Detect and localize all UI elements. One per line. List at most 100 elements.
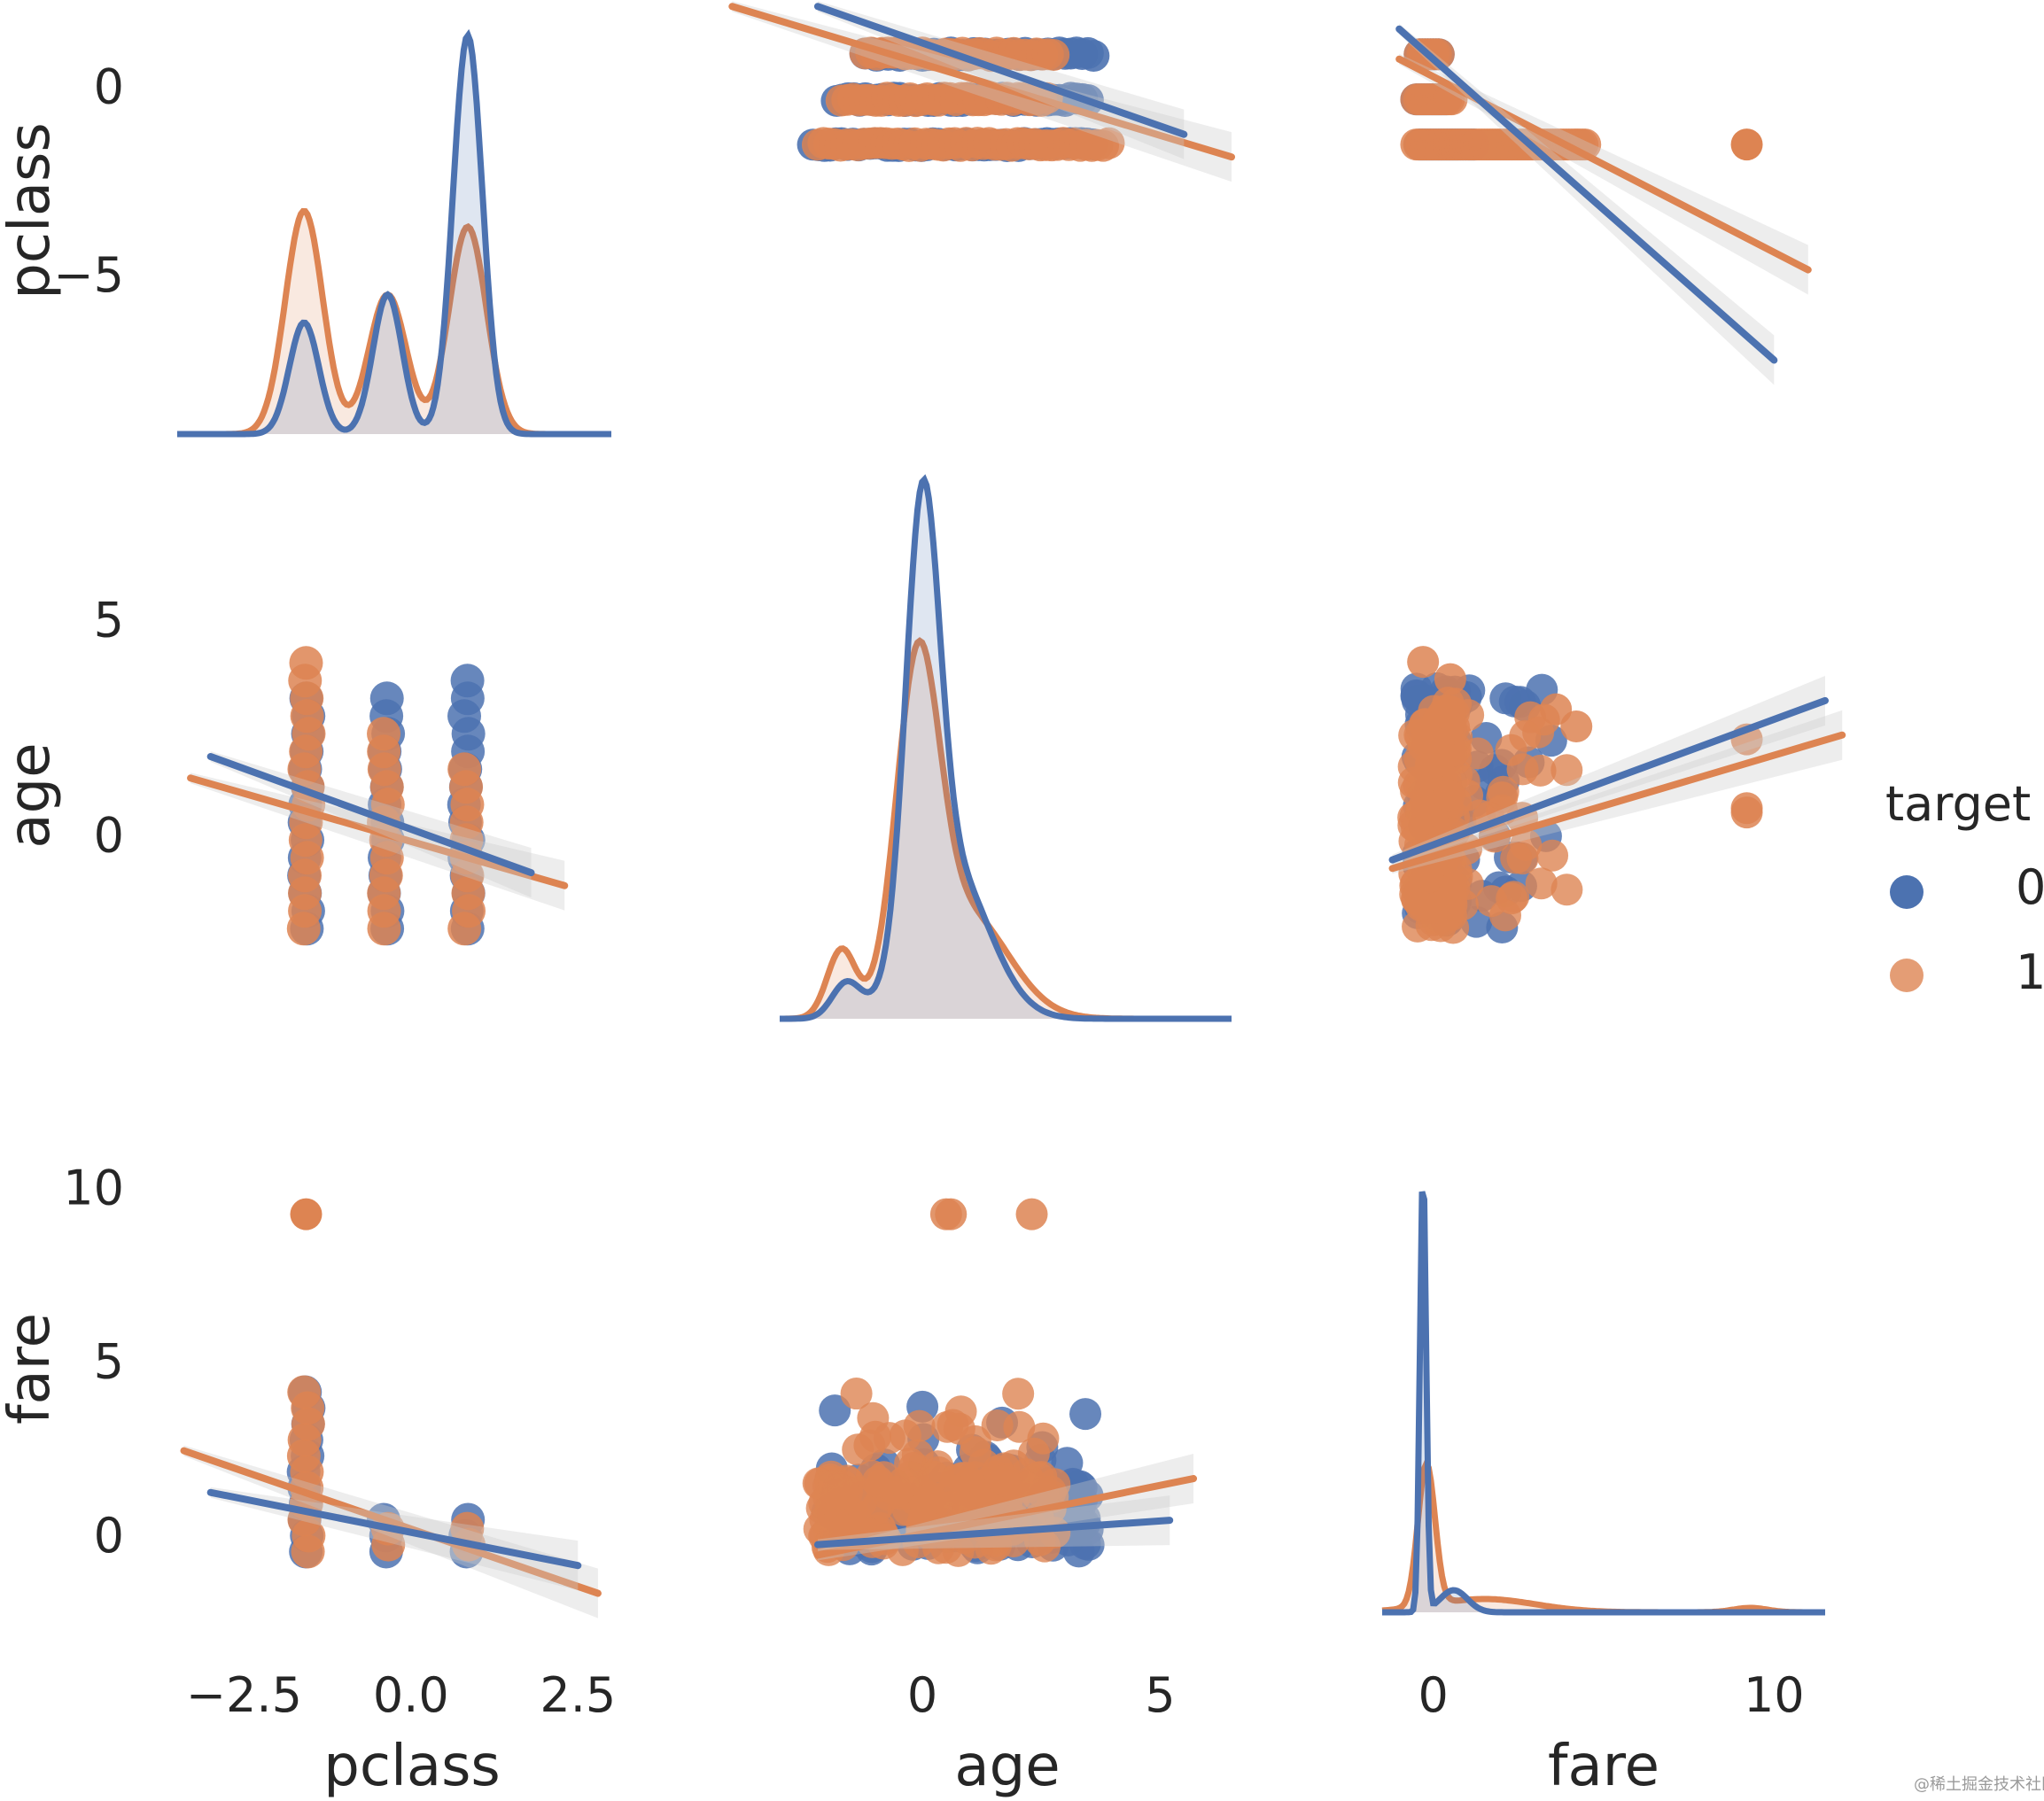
point-target-1 xyxy=(1003,1410,1036,1443)
reg-line-target-1-group xyxy=(1388,710,1846,874)
point-target-1 xyxy=(289,646,323,680)
point-target-1-group xyxy=(286,1375,326,1569)
reg-line-target-0-group xyxy=(206,751,535,898)
point-target-1 xyxy=(1730,796,1763,829)
point-target-1 xyxy=(959,1436,991,1469)
point-target-1 xyxy=(290,1198,323,1230)
point-target-1 xyxy=(1407,646,1440,679)
kde-pclass-fill-1 xyxy=(177,35,611,434)
point-target-1 xyxy=(989,1464,1022,1497)
point-target-1 xyxy=(1434,663,1466,695)
reg-line-target-1-group xyxy=(728,1,1235,182)
point-target-0 xyxy=(819,1394,851,1427)
scatter-age-vs-fare xyxy=(1397,646,1763,944)
point-target-1 xyxy=(822,1472,855,1505)
x-axis-label-fare: fare xyxy=(1548,1734,1659,1799)
point-target-1 xyxy=(1038,38,1070,71)
point-target-1 xyxy=(447,752,482,787)
reg-line-target-0 xyxy=(1388,696,1829,864)
legend-title: target xyxy=(1885,776,2031,832)
kde-age-fill-0 xyxy=(780,640,1232,1019)
point-target-1 xyxy=(935,1198,968,1230)
x-tick-label: 0 xyxy=(907,1667,937,1723)
reg-line-target-0 xyxy=(813,3,1188,138)
reg-line-target-0-group xyxy=(813,1495,1174,1550)
point-target-1 xyxy=(912,1484,944,1517)
point-target-1 xyxy=(894,1448,927,1480)
y-tick-label: 5 xyxy=(94,593,124,648)
reg-line-target-0 xyxy=(206,1488,582,1570)
reg-line-target-0 xyxy=(813,1517,1174,1549)
x-tick-label: 0 xyxy=(1418,1667,1449,1723)
legend-label-0: 0 xyxy=(2016,859,2044,915)
point-target-0 xyxy=(369,681,404,716)
point-target-1 xyxy=(1422,705,1455,738)
y-axis-label-fare: fare xyxy=(0,1313,63,1424)
point-target-1 xyxy=(1496,882,1528,915)
reg-line-target-1-group xyxy=(1395,53,1812,295)
point-target-1 xyxy=(1433,780,1465,812)
legend-marker-1 xyxy=(1890,959,1924,992)
y-tick-label: 0 xyxy=(94,58,124,114)
reg-line-target-0 xyxy=(206,753,535,877)
legend-label-1: 1 xyxy=(2016,944,2044,1000)
x-tick-label: 5 xyxy=(1145,1667,1175,1723)
point-target-1 xyxy=(1500,842,1533,874)
point-target-1 xyxy=(1411,859,1444,892)
kde-pclass xyxy=(177,28,611,438)
legend: target 0 1 xyxy=(1885,776,2044,1000)
x-axis-label-pclass: pclass xyxy=(323,1734,501,1799)
reg-line-target-0-group xyxy=(1388,675,1829,866)
point-target-1 xyxy=(1524,754,1557,787)
point-target-1 xyxy=(1407,889,1440,921)
point-target-1 xyxy=(840,1378,873,1410)
reg-line-target-0-group xyxy=(813,1,1188,159)
reg-line-target-1 xyxy=(1388,731,1846,873)
point-target-1 xyxy=(1422,727,1455,760)
point-target-1 xyxy=(1422,38,1455,71)
point-target-1-group xyxy=(286,646,326,946)
reg-line-target-1 xyxy=(187,774,569,889)
point-target-1-group xyxy=(367,717,405,946)
y-tick-label: 0 xyxy=(94,807,124,863)
reg-line-target-1 xyxy=(1395,55,1812,274)
kde-fare-curve-0 xyxy=(1382,1191,1825,1616)
x-tick-label: −2.5 xyxy=(186,1667,302,1723)
point-target-1 xyxy=(1560,710,1593,742)
kde-fare-fill-1 xyxy=(1382,1192,1825,1612)
reg-line-target-0-group xyxy=(206,1487,582,1591)
point-target-1 xyxy=(881,1475,913,1508)
point-target-1 xyxy=(1027,1477,1060,1510)
kde-pclass-curve-0 xyxy=(177,28,611,438)
y-tick-label: 0 xyxy=(94,1508,124,1564)
reg-line-target-1 xyxy=(180,1447,602,1597)
kde-fare xyxy=(1381,1191,1825,1616)
point-target-1 xyxy=(1550,754,1583,787)
point-target-1 xyxy=(1525,867,1558,900)
kde-age-curve-0 xyxy=(780,474,1232,1022)
point-target-1 xyxy=(1730,128,1763,161)
point-target-0 xyxy=(1069,1527,1101,1560)
legend-marker-0 xyxy=(1890,875,1924,909)
point-target-0 xyxy=(450,664,485,698)
watermark: @稀土掘金技术社区 xyxy=(1914,1775,2044,1794)
point-target-1 xyxy=(1002,1378,1035,1410)
point-target-1 xyxy=(943,1412,975,1445)
reg-line-target-0-group xyxy=(1395,23,1778,385)
x-tick-label: 10 xyxy=(1744,1667,1805,1723)
point-target-1 xyxy=(1536,839,1569,872)
reg-line-target-0 xyxy=(1395,25,1778,364)
x-tick-label: 0.0 xyxy=(373,1667,449,1723)
point-target-1 xyxy=(903,1409,936,1442)
y-axis-label-age: age xyxy=(0,742,63,848)
point-target-1 xyxy=(287,1375,322,1409)
point-target-1 xyxy=(842,1433,874,1466)
reg-line-target-1 xyxy=(728,3,1235,161)
point-target-0 xyxy=(1069,1398,1102,1431)
y-tick-label: 5 xyxy=(94,1334,124,1390)
point-target-1 xyxy=(1027,1422,1060,1455)
y-axis-label-pclass: pclass xyxy=(0,122,63,299)
point-target-1 xyxy=(1550,873,1583,906)
outlier-group xyxy=(290,1198,323,1230)
